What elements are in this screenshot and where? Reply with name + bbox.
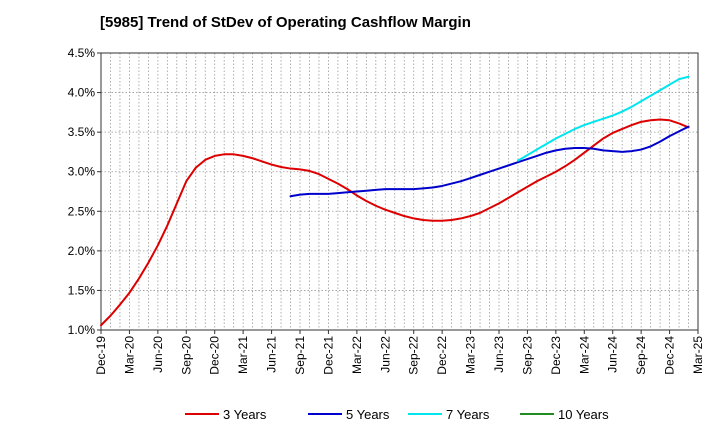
x-tick-label: Jun-23: [492, 336, 506, 373]
x-tick-label: Mar-20: [122, 336, 136, 374]
x-tick-label: Mar-21: [236, 336, 250, 374]
x-tick-label: Jun-20: [151, 336, 165, 373]
x-tick-label: Mar-22: [350, 336, 364, 374]
plot-area-border: [100, 52, 699, 331]
series-line-5-years: [289, 125, 690, 198]
y-tick-label: 4.5%: [68, 46, 96, 60]
legend-label: 10 Years: [558, 407, 609, 422]
x-tick-label: Sep-20: [179, 336, 193, 375]
y-tick-label: 2.5%: [68, 204, 96, 218]
x-tick-label: Dec-19: [94, 336, 108, 375]
y-tick-label: 1.5%: [68, 283, 96, 297]
y-tick-label: 3.0%: [68, 165, 96, 179]
x-tick-label: Mar-24: [577, 336, 591, 374]
legend-label: 3 Years: [223, 407, 267, 422]
x-tick-label: Jun-21: [265, 336, 279, 373]
y-tick-label: 2.0%: [68, 244, 96, 258]
grid: [101, 52, 698, 331]
x-axis-ticks: Dec-19 Mar-20 Jun-20 Sep-20 Dec-20 Mar-21 Jun-…: [94, 330, 705, 375]
series-lines: [100, 75, 690, 327]
series-line-7-years: [516, 75, 690, 162]
x-tick-label: Sep-22: [407, 336, 421, 375]
chart-title: [5985] Trend of StDev of Operating Cashf…: [100, 14, 471, 31]
x-tick-label: Dec-24: [663, 336, 677, 375]
x-tick-label: Dec-23: [549, 336, 563, 375]
x-tick-label: Sep-23: [520, 336, 534, 375]
legend-label: 7 Years: [446, 407, 490, 422]
y-tick-label: 4.0%: [68, 86, 96, 100]
x-tick-label: Mar-23: [464, 336, 478, 374]
x-tick-label: Jun-22: [378, 336, 392, 373]
x-tick-label: Jun-24: [606, 336, 620, 373]
x-tick-label: Dec-21: [321, 336, 335, 375]
y-tick-label: 3.5%: [68, 125, 96, 139]
x-tick-label: Sep-21: [293, 336, 307, 375]
x-tick-label: Mar-25: [691, 336, 705, 374]
x-tick-label: Dec-20: [208, 336, 222, 375]
legend-label: 5 Years: [346, 407, 390, 422]
x-tick-label: Sep-24: [634, 336, 648, 375]
x-tick-label: Dec-22: [435, 336, 449, 375]
y-tick-label: 1.0%: [68, 323, 96, 337]
y-axis-ticks: 1.0% 1.5% 2.0% 2.5% 3.0% 3.5% 4.0% 4.5%: [68, 46, 101, 337]
legend: 3 Years 5 Years 7 Years 10 Years: [185, 407, 609, 422]
